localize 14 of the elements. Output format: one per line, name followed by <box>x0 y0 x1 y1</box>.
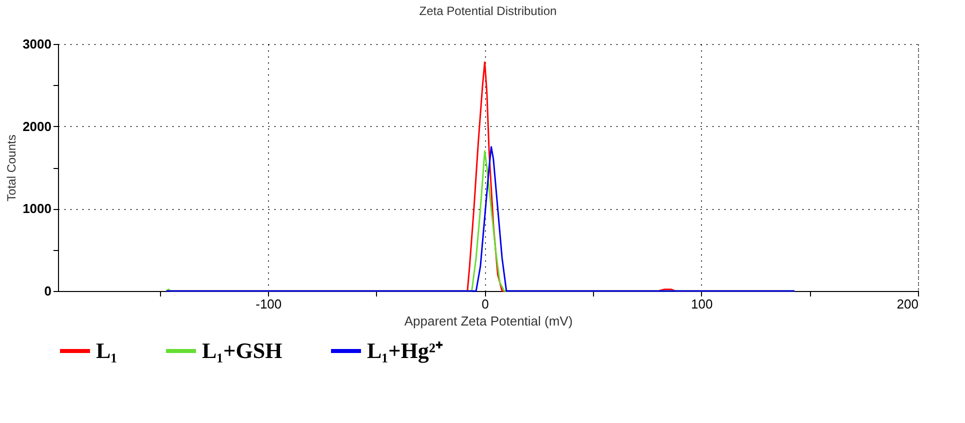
legend-label: L₁+GSH <box>202 338 282 363</box>
y-tick-label: 1000 <box>22 201 52 216</box>
y-tick-label: 0 <box>44 284 52 298</box>
y-axis-title: Total Counts <box>4 134 19 202</box>
x-tick-label: -100 <box>256 296 282 312</box>
x-tick-label: 0 <box>482 296 489 312</box>
legend-label: L₁+Hg²⁺ <box>367 338 444 363</box>
x-axis-title: Apparent Zeta Potential (mV) <box>404 314 573 328</box>
x-tick-label: 200 <box>896 296 918 312</box>
x-tick-label: 100 <box>691 296 713 312</box>
chart-title: Zeta Potential Distribution <box>419 4 557 18</box>
legend-label: L₁ <box>96 338 118 363</box>
y-tick-label: 2000 <box>22 118 52 134</box>
y-tick-label: 3000 <box>22 36 52 52</box>
